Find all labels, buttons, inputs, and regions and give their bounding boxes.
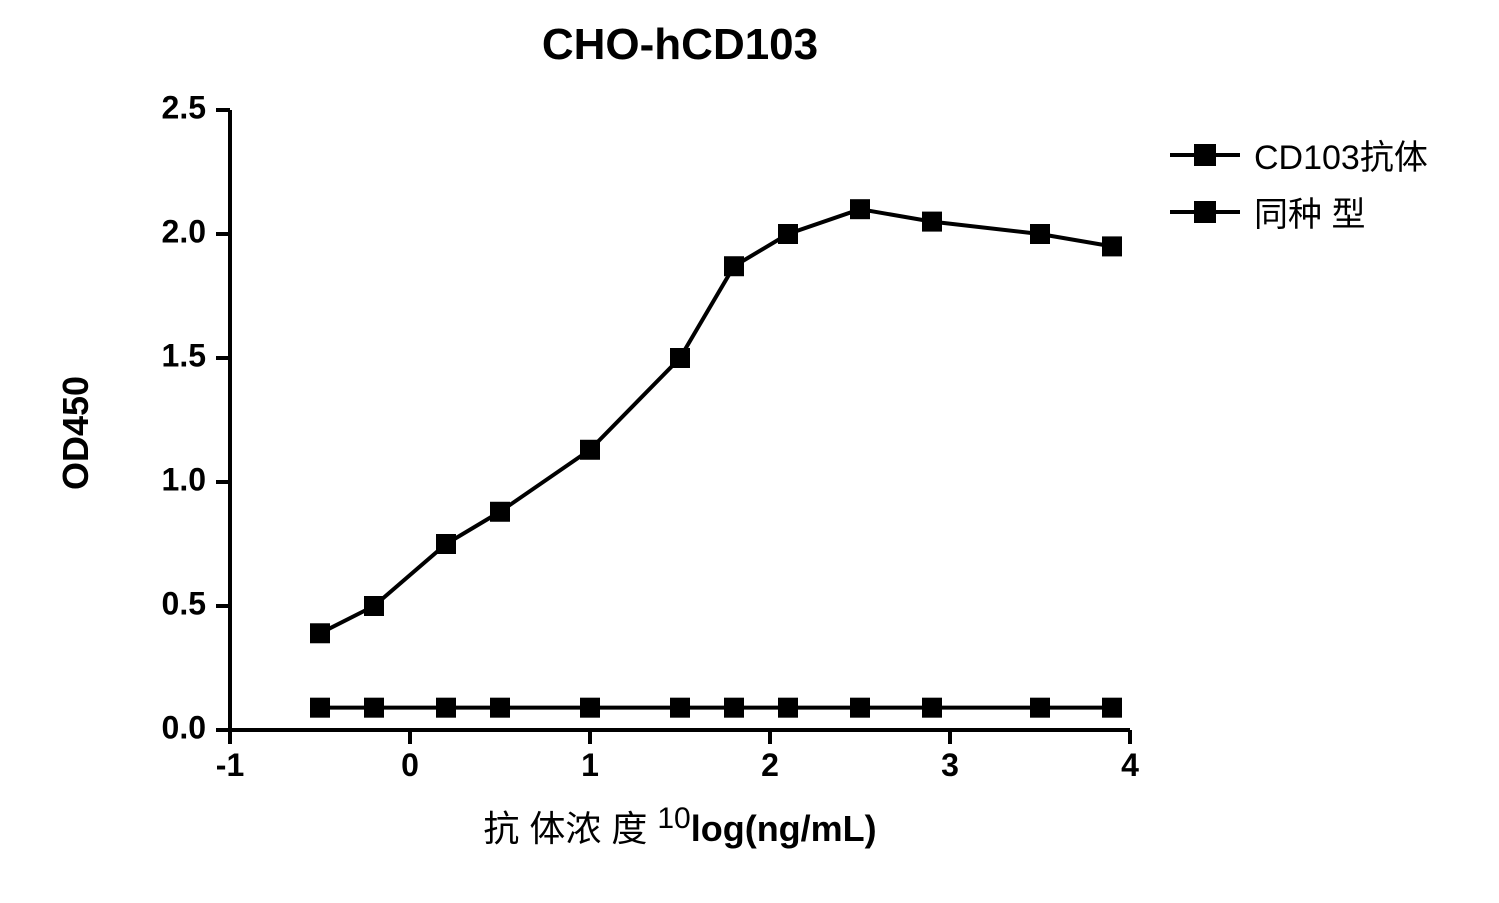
xlabel-prefix: 抗 体浓 度 (483, 808, 657, 849)
series-marker-0 (670, 348, 690, 368)
x-tick-label: 2 (761, 747, 779, 783)
series-marker-0 (436, 534, 456, 554)
series-marker-1 (1030, 698, 1050, 718)
series-marker-0 (850, 199, 870, 219)
series-line-0 (320, 209, 1112, 633)
series-marker-1 (670, 698, 690, 718)
legend-swatch (1170, 200, 1240, 224)
x-tick-label: 1 (581, 747, 599, 783)
x-tick-label: 0 (401, 747, 419, 783)
x-tick-label: -1 (216, 747, 244, 783)
series-marker-1 (310, 698, 330, 718)
series-marker-1 (436, 698, 456, 718)
y-tick-label: 1.5 (162, 337, 206, 373)
series-marker-0 (364, 596, 384, 616)
y-tick-label: 0.0 (162, 709, 206, 745)
xlabel-suffix: log(ng/mL) (691, 808, 877, 849)
plot-area: 0.0 0.5 1.0 1.5 2.0 2.5 -1 0 1 2 3 4 (150, 30, 1210, 810)
series-marker-1 (364, 698, 384, 718)
chart-svg: 0.0 0.5 1.0 1.5 2.0 2.5 -1 0 1 2 3 4 (150, 30, 1210, 810)
x-tick-label: 4 (1121, 747, 1139, 783)
series-marker-0 (724, 256, 744, 276)
legend-row-0: CD103抗体 (1170, 130, 1428, 179)
y-tick-label: 2.5 (162, 89, 206, 125)
series-marker-1 (850, 698, 870, 718)
y-tick-label: 2.0 (162, 213, 206, 249)
series-marker-1 (1102, 698, 1122, 718)
series-marker-0 (310, 623, 330, 643)
x-axis-label: 抗 体浓 度 10log(ng/mL) (230, 800, 1130, 852)
x-tick-label: 3 (941, 747, 959, 783)
y-tick-label: 0.5 (162, 585, 206, 621)
legend: CD103抗体同种 型 (1170, 130, 1428, 244)
series-marker-0 (922, 212, 942, 232)
legend-row-1: 同种 型 (1170, 187, 1428, 236)
series-marker-0 (1102, 236, 1122, 256)
series-marker-1 (724, 698, 744, 718)
series-marker-1 (580, 698, 600, 718)
series-marker-1 (922, 698, 942, 718)
chart-container: CHO-hCD103 OD450 0.00.51.01.52.02.5-1012… (0, 0, 1499, 903)
xlabel-superscript: 10 (657, 802, 690, 835)
legend-label: CD103抗体 (1254, 130, 1428, 179)
series-marker-0 (580, 440, 600, 460)
series-marker-0 (1030, 224, 1050, 244)
series-marker-1 (778, 698, 798, 718)
y-tick-label: 1.0 (162, 461, 206, 497)
y-axis-label: OD450 (55, 376, 97, 490)
series-marker-0 (490, 502, 510, 522)
series-marker-1 (490, 698, 510, 718)
legend-swatch (1170, 143, 1240, 167)
series-marker-0 (778, 224, 798, 244)
legend-label: 同种 型 (1254, 187, 1365, 236)
